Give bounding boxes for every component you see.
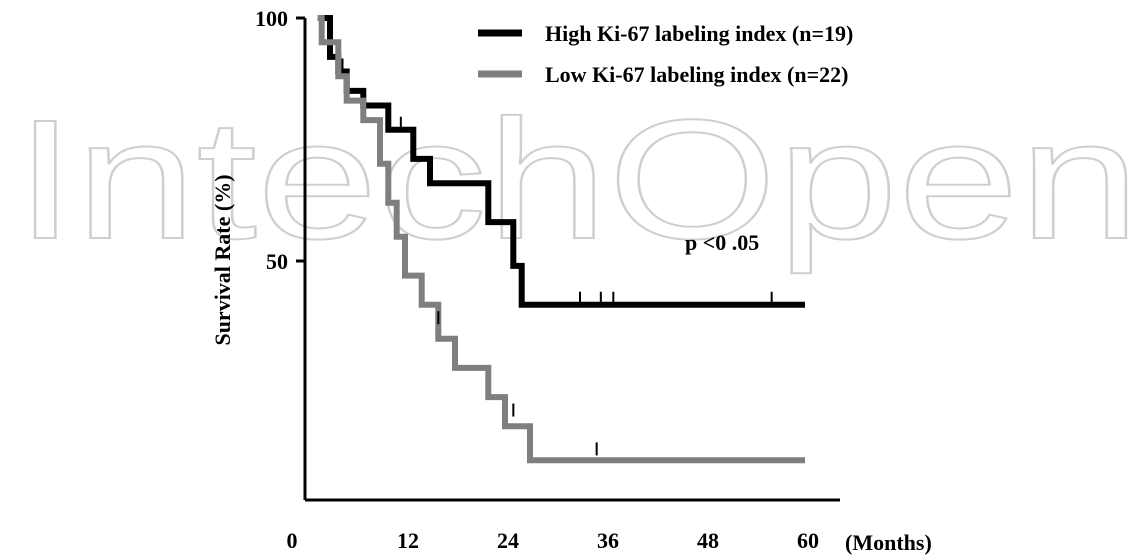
x-tick-label-36: 36 bbox=[597, 528, 619, 553]
series-low bbox=[317, 15, 805, 464]
legend-label-low: Low Ki-67 labeling index (n=22) bbox=[545, 62, 848, 87]
y-tick-label-100: 100 bbox=[255, 6, 288, 31]
plot-area bbox=[317, 15, 805, 464]
x-axis-label: (Months) bbox=[845, 530, 932, 555]
y-tick-label-50: 50 bbox=[266, 249, 288, 274]
legend: High Ki-67 labeling index (n=19) Low Ki-… bbox=[478, 21, 853, 87]
x-tick-label-60: 60 bbox=[797, 528, 819, 553]
x-tick-label-24: 24 bbox=[497, 528, 519, 553]
legend-label-high: High Ki-67 labeling index (n=19) bbox=[545, 21, 853, 46]
x-tick-label-48: 48 bbox=[697, 528, 719, 553]
survival-curve-low bbox=[317, 15, 805, 464]
watermark: IntechOpen bbox=[15, 85, 1140, 275]
x-tick-label-12: 12 bbox=[397, 528, 419, 553]
y-axis-label: Survival Rate (%) bbox=[210, 174, 235, 345]
p-value-annotation: p <0 .05 bbox=[685, 230, 759, 255]
axes bbox=[296, 16, 840, 502]
x-tick-label-0: 0 bbox=[287, 528, 298, 553]
